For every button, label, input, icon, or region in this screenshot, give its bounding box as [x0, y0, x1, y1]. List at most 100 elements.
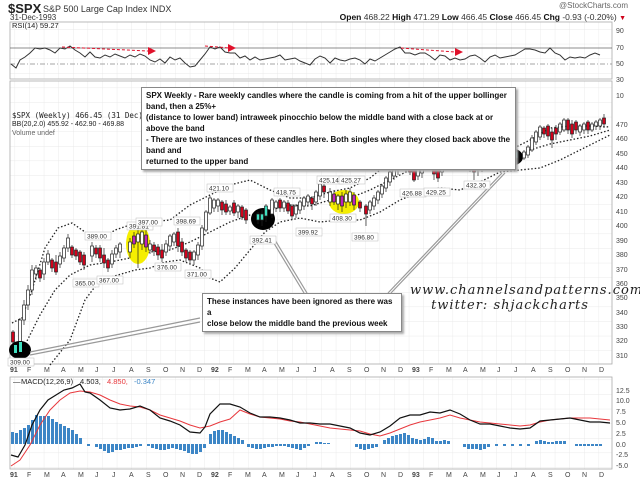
- svg-text:429.25: 429.25: [426, 190, 446, 197]
- svg-text:M: M: [480, 367, 486, 374]
- svg-text:A: A: [531, 367, 536, 374]
- callout-leaders: [29, 172, 506, 356]
- price-label: 392.41: [249, 235, 277, 245]
- svg-text:367.00: 367.00: [99, 278, 119, 285]
- bb-middle: [11, 129, 611, 356]
- bb-lower: [49, 134, 611, 366]
- close-label: Close: [489, 12, 513, 22]
- svg-text:F: F: [27, 367, 31, 374]
- divergence-arrows: [61, 44, 463, 56]
- svg-text:10: 10: [616, 93, 624, 100]
- svg-text:-0.347: -0.347: [134, 377, 155, 386]
- index-name: S&P 500 Large Cap Index INDX: [43, 4, 172, 14]
- svg-text:M: M: [78, 472, 84, 479]
- price-label: 367.00: [96, 275, 124, 285]
- svg-text:421.10: 421.10: [209, 186, 229, 193]
- watermark: www.channelsandpatterns.com twitter: shj…: [410, 283, 640, 313]
- macd-signal-line: [10, 390, 611, 467]
- series-legend: $SPX (Weekly) 466.45 (31 Dec): [12, 111, 143, 120]
- svg-text:M: M: [78, 367, 84, 374]
- svg-text:320: 320: [616, 338, 628, 345]
- svg-text:12.5: 12.5: [616, 388, 630, 395]
- svg-text:398.69: 398.69: [176, 219, 196, 226]
- svg-text:90: 90: [616, 28, 624, 35]
- svg-text:425.14: 425.14: [319, 178, 339, 185]
- price-label: 365.00: [72, 278, 100, 288]
- svg-text:M: M: [245, 367, 251, 374]
- svg-text:M: M: [44, 367, 50, 374]
- svg-text:N: N: [582, 367, 587, 374]
- svg-text:410: 410: [616, 209, 628, 216]
- price-label: 432.30: [463, 180, 491, 190]
- svg-text:M: M: [245, 472, 251, 479]
- svg-text:0.0: 0.0: [616, 442, 626, 449]
- macd-legend: — MACD(12,26,9) 4.503, 4.850, -0.347: [13, 377, 155, 386]
- svg-text:440: 440: [616, 165, 628, 172]
- low-value: 466.45: [461, 12, 488, 22]
- stockcharts-credit: @StockCharts.com: [558, 1, 628, 10]
- svg-text:J: J: [313, 367, 317, 374]
- svg-text:J: J: [112, 472, 116, 479]
- svg-text:70: 70: [616, 45, 624, 52]
- svg-text:D: D: [599, 367, 604, 374]
- svg-text:F: F: [27, 472, 31, 479]
- svg-text:430: 430: [616, 180, 628, 187]
- macd-histogram: [11, 415, 602, 454]
- price-label: 399.92: [295, 227, 323, 237]
- price-label: 426.88: [399, 188, 427, 198]
- high-value: 471.29: [413, 12, 440, 22]
- price-label: 371.00: [184, 269, 212, 279]
- svg-text:D: D: [197, 367, 202, 374]
- chart-date: 31-Dec-1993: [10, 13, 57, 22]
- svg-text:M: M: [44, 472, 50, 479]
- macd-y-axis: 12.5 10.0 7.5 5.0 2.5 0.0 -2.5 -5.0: [616, 388, 630, 470]
- low-label: Low: [441, 12, 459, 22]
- svg-text:309.00: 309.00: [10, 360, 30, 367]
- svg-text:S: S: [548, 367, 553, 374]
- svg-text:391.81: 391.81: [129, 224, 149, 231]
- svg-text:O: O: [565, 367, 571, 374]
- svg-text:426.88: 426.88: [402, 191, 422, 198]
- svg-text:A: A: [330, 472, 335, 479]
- svg-text:N: N: [381, 367, 386, 374]
- svg-text:S: S: [548, 472, 553, 479]
- svg-text:2.5: 2.5: [616, 431, 626, 438]
- svg-text:392.41: 392.41: [252, 238, 272, 245]
- svg-text:30: 30: [616, 77, 624, 84]
- svg-text:310: 310: [616, 353, 628, 360]
- svg-text:10.0: 10.0: [616, 398, 630, 405]
- svg-text:370: 370: [616, 267, 628, 274]
- svg-text:S: S: [146, 472, 151, 479]
- svg-text:425.27: 425.27: [341, 178, 361, 185]
- price-y-axis: 470 460 450 440 430 420 410 400 390 380 …: [616, 122, 628, 360]
- svg-text:91: 91: [10, 472, 18, 479]
- svg-text:N: N: [180, 472, 185, 479]
- rsi-line: [10, 45, 601, 69]
- svg-text:340: 340: [616, 310, 628, 317]
- svg-text:A: A: [531, 472, 536, 479]
- svg-text:O: O: [163, 472, 169, 479]
- macd-panel: 12.5 10.0 7.5 5.0 2.5 0.0 -2.5 -5.0 — MA…: [9, 376, 630, 470]
- svg-text:418.75: 418.75: [276, 190, 296, 197]
- svg-text:A: A: [61, 367, 66, 374]
- svg-text:MACD(12,26,9): MACD(12,26,9): [21, 377, 74, 386]
- svg-text:-2.5: -2.5: [616, 452, 628, 459]
- svg-text:J: J: [497, 472, 501, 479]
- svg-text:7.5: 7.5: [616, 409, 626, 416]
- svg-text:396.80: 396.80: [354, 235, 374, 242]
- svg-text:J: J: [112, 367, 116, 374]
- svg-text:A: A: [463, 367, 468, 374]
- price-label: 309.00: [7, 357, 35, 367]
- price-label: 408.30: [329, 213, 357, 223]
- svg-text:S: S: [146, 367, 151, 374]
- close-value: 466.45: [515, 12, 542, 22]
- svg-text:F: F: [429, 367, 433, 374]
- watermark-url: www.channelsandpatterns.com: [410, 283, 640, 298]
- svg-text:4.850,: 4.850,: [107, 377, 128, 386]
- svg-text:O: O: [364, 367, 370, 374]
- svg-text:460: 460: [616, 136, 628, 143]
- svg-text:4.503,: 4.503,: [80, 377, 101, 386]
- svg-text:397.00: 397.00: [138, 220, 158, 227]
- rsi-label: RSI(14) 59.27: [12, 21, 59, 30]
